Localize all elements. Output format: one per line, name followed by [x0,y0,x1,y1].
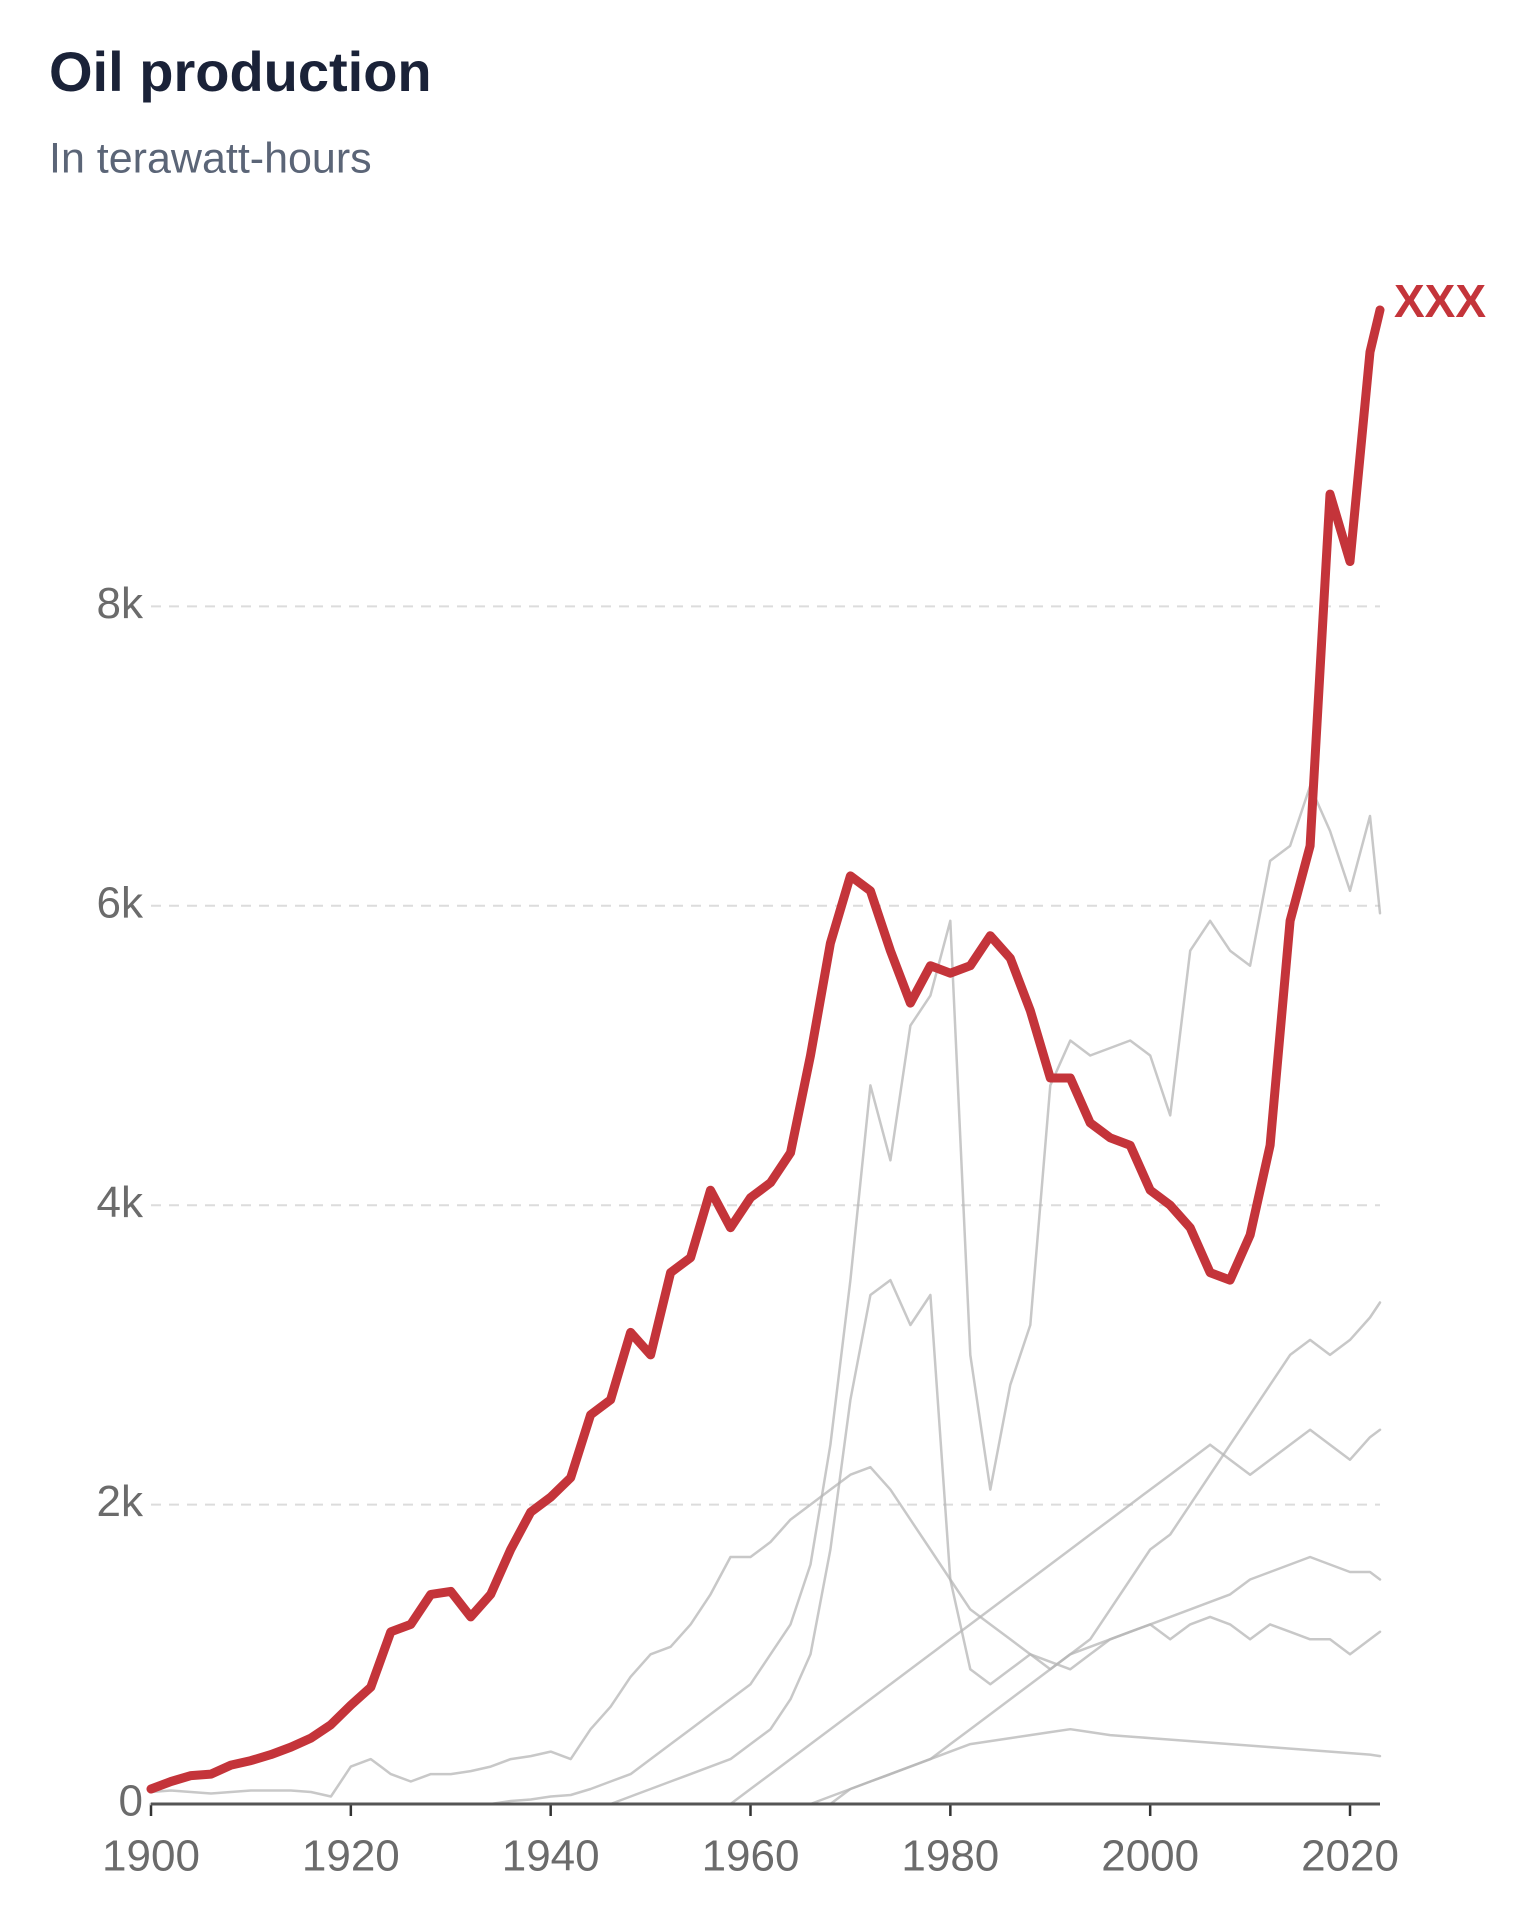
y-tick-label: 0 [119,1777,143,1826]
x-tick-label: 1980 [901,1832,999,1881]
x-tick-label: 2020 [1301,1832,1399,1881]
background-line [149,1465,1382,1798]
x-tick-label: 1920 [302,1832,400,1881]
background-line [149,1301,1382,1806]
background-line [149,1428,1382,1806]
y-tick-label: 8k [97,579,144,628]
y-tick-label: 6k [97,878,144,927]
x-tick-label: 1940 [502,1832,600,1881]
highlight-line [146,305,1385,1794]
chart-subtitle: In terawatt-hours [49,134,372,182]
x-tick-label: 1900 [102,1832,200,1881]
background-line [149,784,1382,1806]
x-tick-label: 2000 [1101,1832,1199,1881]
chart-title: Oil production [49,40,432,103]
series-label: XXX [1394,275,1486,327]
background-line [149,1727,1382,1806]
x-tick-label: 1960 [702,1832,800,1881]
y-tick-label: 2k [97,1477,144,1526]
y-tick-label: 4k [97,1178,144,1227]
